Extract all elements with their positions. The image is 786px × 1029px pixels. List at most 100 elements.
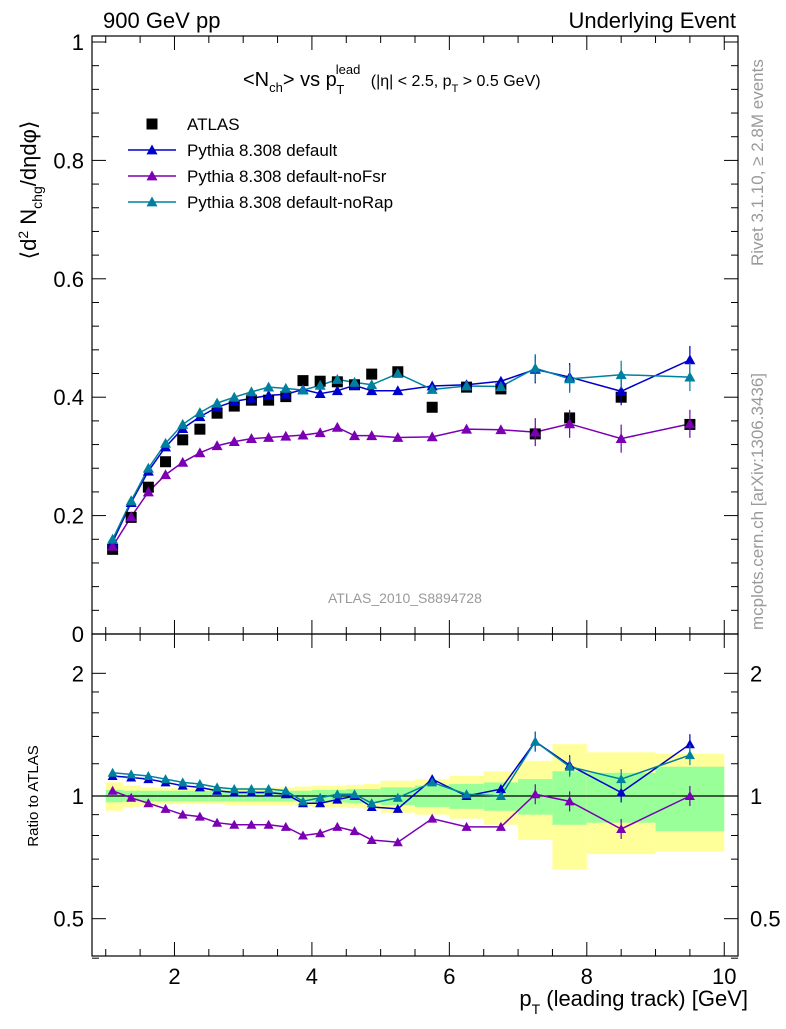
ratio-point-marker <box>616 823 627 833</box>
ratio-point-marker <box>177 777 188 787</box>
ratio-y-tick-label: 0.5 <box>53 907 84 932</box>
data-point-atlas <box>366 368 378 380</box>
ratio-point-marker <box>427 777 438 787</box>
mc-point-marker <box>349 376 361 387</box>
x-tick-label: 10 <box>712 964 736 989</box>
data-point-atlas <box>211 407 223 419</box>
mc-point-marker <box>263 381 275 392</box>
ratio-point-marker <box>332 821 343 831</box>
legend-label: ATLAS <box>187 115 240 134</box>
mc-point-marker <box>529 362 541 373</box>
ratio-y-tick-label-right: 2 <box>750 661 762 686</box>
ratio-point-marker <box>366 834 377 844</box>
mc-point-marker <box>529 426 541 437</box>
mc-point-marker <box>331 385 343 396</box>
ratio-point-marker <box>392 803 403 813</box>
data-point-atlas <box>194 423 206 435</box>
ratio-point-marker <box>194 779 205 789</box>
plot-title: <Nch> vs plead T (|η| < 2.5, pT > 0.5 GeV… <box>243 62 541 97</box>
ratio-point-marker <box>297 796 308 806</box>
mc-point-marker <box>160 437 172 448</box>
mc-point-marker <box>142 486 154 497</box>
legend-label: Pythia 8.308 default <box>187 141 338 160</box>
mc-point-marker <box>684 418 696 429</box>
ratio-point-marker <box>126 769 137 779</box>
data-point-atlas <box>426 401 438 413</box>
ratio-point-marker <box>177 809 188 819</box>
header-energy: 900 GeV pp <box>103 8 221 33</box>
ratio-point-marker <box>616 774 627 784</box>
ratio-point-marker <box>280 785 291 795</box>
ratio-point-marker <box>332 789 343 799</box>
mc-point-marker <box>194 447 206 458</box>
ratio-point-marker <box>160 803 171 813</box>
mc-point-marker <box>426 384 438 394</box>
mc-point-marker <box>314 427 326 438</box>
mc-point-marker <box>314 388 326 399</box>
legend-marker <box>146 144 158 155</box>
mc-point-marker <box>245 433 257 444</box>
ratio-point-marker <box>495 791 506 800</box>
mc-point-marker <box>684 371 696 382</box>
mc-point-marker <box>392 431 404 442</box>
data-point-atlas <box>160 456 172 468</box>
ratio-point-marker <box>564 761 575 771</box>
ratio-series-line <box>112 740 691 805</box>
header-process: Underlying Event <box>568 8 736 33</box>
y-tick-label: 0.8 <box>53 148 84 173</box>
mc-point-marker <box>142 462 154 473</box>
x-axis-label: pT (leading track) [GeV] <box>519 986 748 1017</box>
ratio-point-marker <box>392 792 403 802</box>
legend-marker-atlas <box>146 118 158 130</box>
data-point-atlas <box>228 400 240 412</box>
mc-point-marker <box>245 386 257 397</box>
main-series-line <box>111 423 691 547</box>
ratio-y-tick-label: 1 <box>72 784 84 809</box>
mc-point-marker <box>684 354 696 365</box>
mc-point-marker <box>160 469 172 480</box>
x-tick-label: 6 <box>443 964 455 989</box>
y-tick-label: 0.4 <box>53 385 84 410</box>
mc-point-marker <box>495 375 507 386</box>
legend-label: Pythia 8.308 default-noRap <box>187 193 393 212</box>
ratio-point-marker <box>107 785 118 795</box>
ratio-point-marker <box>246 784 257 794</box>
mc-point-marker <box>349 430 361 441</box>
ratio-point-marker <box>349 826 360 836</box>
mc-point-marker <box>426 431 438 442</box>
ratio-point-marker <box>107 767 118 777</box>
legend-label: Pythia 8.308 default-noFsr <box>187 167 387 186</box>
ratio-series-line <box>112 790 691 844</box>
ratio-point-marker <box>684 739 695 749</box>
y-tick-label: 0.2 <box>53 504 84 529</box>
analysis-id-label: ATLAS_2010_S8894728 <box>328 590 482 606</box>
ratio-point-marker <box>616 787 627 797</box>
mc-point-marker <box>263 389 275 400</box>
mc-point-marker <box>366 379 378 390</box>
mc-point-marker <box>297 384 309 395</box>
ratio-point-marker <box>495 821 506 831</box>
mc-point-marker <box>495 381 507 391</box>
ratio-point-marker <box>229 784 240 794</box>
ratio-point-marker <box>564 796 575 806</box>
mc-point-marker <box>228 436 240 446</box>
mc-point-marker <box>615 385 627 396</box>
ratio-point-marker <box>684 750 695 760</box>
ratio-point-marker <box>530 736 541 746</box>
ratio-point-marker <box>280 821 291 831</box>
ratio-point-marker <box>366 798 377 808</box>
data-point-atlas <box>297 375 309 387</box>
ratio-y-tick-label: 2 <box>72 661 84 686</box>
ratio-point-marker <box>160 774 171 784</box>
x-tick-label: 2 <box>168 964 180 989</box>
y-tick-label: 0.6 <box>53 267 84 292</box>
x-tick-label: 8 <box>581 964 593 989</box>
mc-point-marker <box>564 418 576 429</box>
legend-marker <box>146 196 158 207</box>
ratio-point-marker <box>461 789 472 799</box>
mc-point-marker <box>564 373 576 384</box>
mc-point-marker <box>107 540 119 551</box>
ratio-point-marker <box>229 819 240 829</box>
